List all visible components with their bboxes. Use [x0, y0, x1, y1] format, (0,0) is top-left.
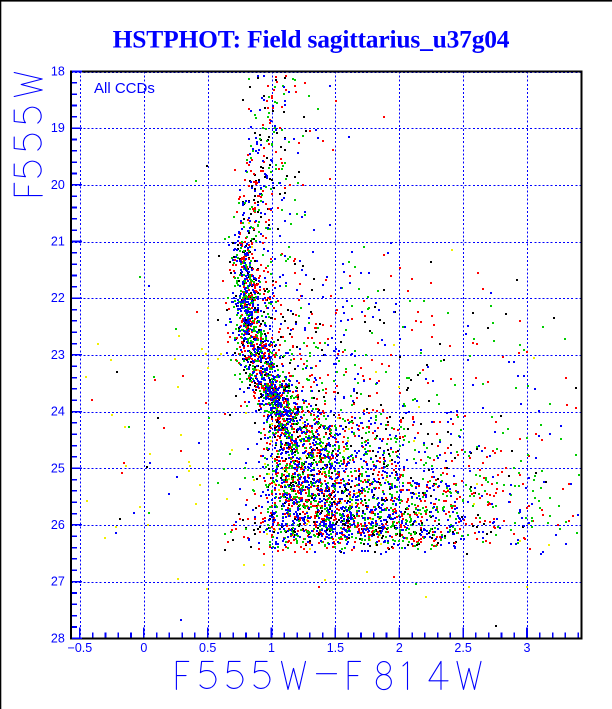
svg-text:18: 18: [51, 65, 65, 79]
svg-text:27: 27: [51, 575, 65, 589]
svg-text:1: 1: [268, 641, 275, 655]
svg-text:23: 23: [51, 348, 65, 362]
svg-text:28: 28: [51, 631, 65, 645]
svg-text:2: 2: [396, 641, 403, 655]
svg-text:24: 24: [51, 405, 65, 419]
svg-text:−0.5: −0.5: [68, 641, 93, 655]
svg-text:20: 20: [51, 178, 65, 192]
svg-text:3: 3: [524, 641, 531, 655]
svg-text:0.5: 0.5: [199, 641, 216, 655]
svg-text:19: 19: [51, 121, 65, 135]
svg-text:All CCDs: All CCDs: [94, 80, 155, 97]
svg-text:1.5: 1.5: [327, 641, 344, 655]
svg-text:2.5: 2.5: [454, 641, 471, 655]
svg-text:21: 21: [51, 235, 65, 249]
svg-text:26: 26: [51, 518, 65, 532]
svg-text:22: 22: [51, 291, 65, 305]
svg-text:0: 0: [140, 641, 147, 655]
svg-text:25: 25: [51, 461, 65, 475]
svg-text:HSTPHOT: Field sagittarius_u37: HSTPHOT: Field sagittarius_u37g04: [113, 24, 510, 53]
